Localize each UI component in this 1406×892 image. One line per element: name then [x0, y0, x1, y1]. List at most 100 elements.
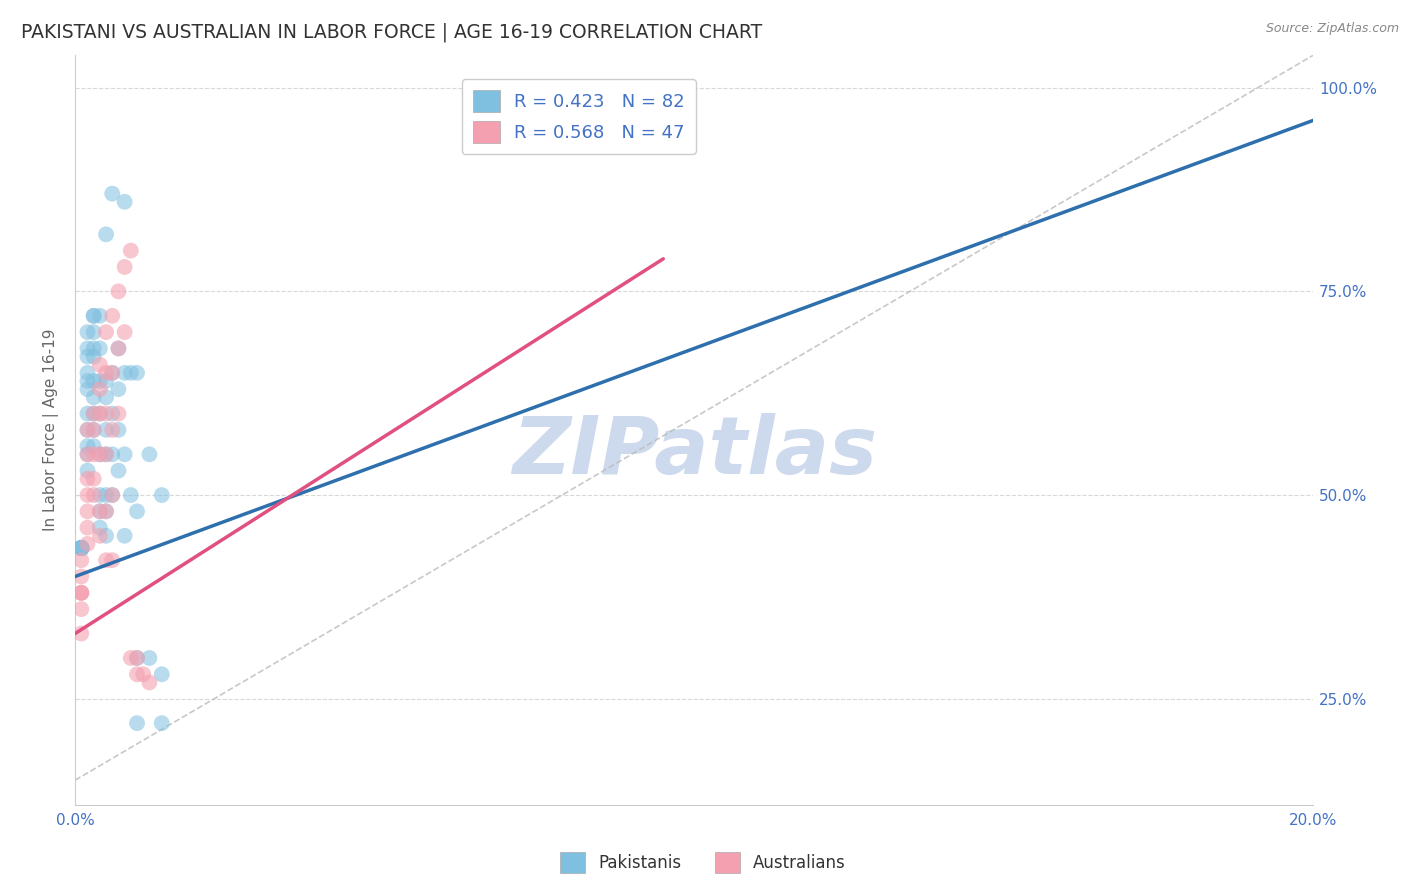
Point: [70, 541, 93, 555]
Point: [76, 447, 98, 461]
Point: [70, 541, 93, 555]
Point: [94, 488, 117, 502]
Point: [125, 651, 148, 665]
Point: [114, 529, 136, 543]
Point: [101, 423, 124, 437]
Point: [150, 488, 173, 502]
Point: [89, 342, 111, 356]
Point: [89, 529, 111, 543]
Point: [76, 472, 98, 486]
Point: [83, 447, 105, 461]
Point: [89, 488, 111, 502]
Point: [150, 716, 173, 731]
Point: [89, 407, 111, 421]
Point: [120, 244, 142, 258]
Point: [114, 447, 136, 461]
Point: [120, 651, 142, 665]
Point: [107, 382, 129, 396]
Point: [107, 423, 129, 437]
Point: [70, 541, 93, 555]
Point: [89, 358, 111, 372]
Point: [70, 602, 93, 616]
Point: [101, 366, 124, 380]
Point: [94, 390, 117, 404]
Point: [76, 407, 98, 421]
Point: [83, 423, 105, 437]
Point: [94, 504, 117, 518]
Point: [101, 553, 124, 567]
Point: [89, 504, 111, 518]
Point: [138, 651, 160, 665]
Point: [101, 488, 124, 502]
Point: [70, 541, 93, 555]
Point: [83, 439, 105, 453]
Point: [83, 309, 105, 323]
Point: [89, 521, 111, 535]
Point: [94, 504, 117, 518]
Point: [101, 309, 124, 323]
Point: [70, 541, 93, 555]
Point: [70, 541, 93, 555]
Point: [70, 541, 93, 555]
Point: [70, 586, 93, 600]
Point: [101, 488, 124, 502]
Point: [76, 488, 98, 502]
Point: [70, 541, 93, 555]
Point: [70, 586, 93, 600]
Point: [70, 541, 93, 555]
Point: [94, 553, 117, 567]
Legend: R = 0.423   N = 82, R = 0.568   N = 47: R = 0.423 N = 82, R = 0.568 N = 47: [461, 79, 696, 154]
Point: [101, 447, 124, 461]
Point: [76, 374, 98, 388]
Point: [114, 366, 136, 380]
Text: PAKISTANI VS AUSTRALIAN IN LABOR FORCE | AGE 16-19 CORRELATION CHART: PAKISTANI VS AUSTRALIAN IN LABOR FORCE |…: [21, 22, 762, 42]
Point: [70, 569, 93, 583]
Point: [125, 651, 148, 665]
Point: [120, 488, 142, 502]
Point: [114, 260, 136, 274]
Point: [76, 439, 98, 453]
Point: [89, 447, 111, 461]
Point: [70, 541, 93, 555]
Point: [94, 366, 117, 380]
Point: [76, 423, 98, 437]
Point: [94, 325, 117, 339]
Point: [76, 423, 98, 437]
Point: [70, 541, 93, 555]
Point: [150, 667, 173, 681]
Point: [125, 667, 148, 681]
Point: [89, 374, 111, 388]
Point: [76, 342, 98, 356]
Point: [83, 309, 105, 323]
Point: [125, 504, 148, 518]
Point: [94, 407, 117, 421]
Point: [120, 366, 142, 380]
Point: [107, 342, 129, 356]
Point: [70, 541, 93, 555]
Point: [83, 488, 105, 502]
Point: [70, 541, 93, 555]
Point: [89, 309, 111, 323]
Point: [70, 586, 93, 600]
Point: [138, 447, 160, 461]
Point: [94, 374, 117, 388]
Point: [101, 366, 124, 380]
Point: [94, 447, 117, 461]
Point: [83, 423, 105, 437]
Point: [83, 472, 105, 486]
Point: [76, 504, 98, 518]
Point: [76, 464, 98, 478]
Point: [70, 541, 93, 555]
Point: [89, 504, 111, 518]
Point: [70, 541, 93, 555]
Point: [76, 350, 98, 364]
Point: [83, 342, 105, 356]
Point: [89, 447, 111, 461]
Text: Source: ZipAtlas.com: Source: ZipAtlas.com: [1265, 22, 1399, 36]
Point: [76, 366, 98, 380]
Point: [114, 325, 136, 339]
Point: [94, 423, 117, 437]
Point: [94, 227, 117, 242]
Point: [76, 537, 98, 551]
Point: [138, 675, 160, 690]
